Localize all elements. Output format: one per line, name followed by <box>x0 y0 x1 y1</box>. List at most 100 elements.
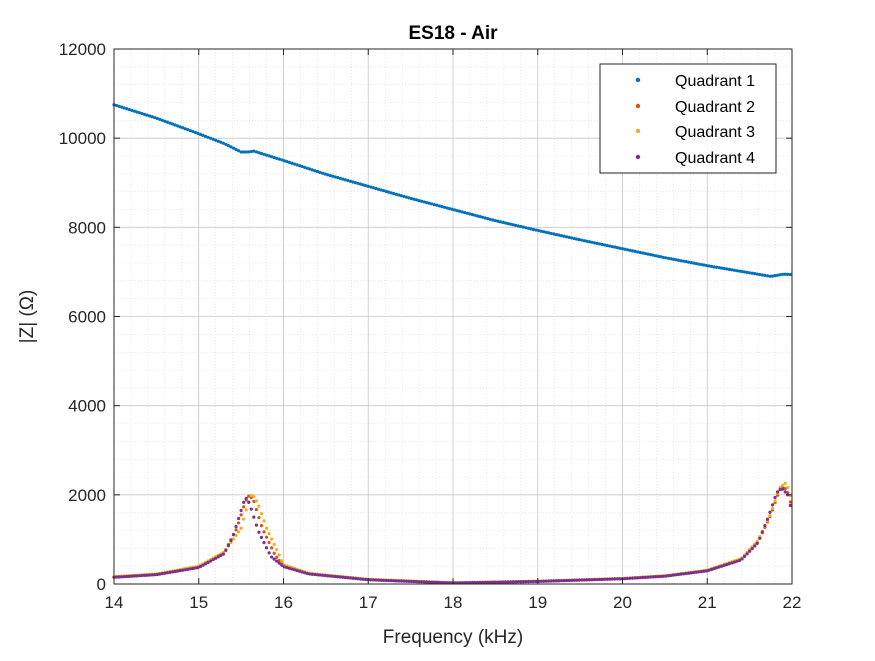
data-point <box>748 271 752 275</box>
data-point <box>155 572 159 577</box>
data-point <box>267 532 271 536</box>
data-point <box>603 577 607 581</box>
data-point <box>356 577 360 581</box>
data-point <box>114 575 119 579</box>
data-point <box>727 562 731 566</box>
data-point <box>770 274 775 278</box>
data-point <box>557 579 561 583</box>
data-point <box>537 229 541 233</box>
data-point <box>580 578 584 582</box>
data-point <box>600 242 604 247</box>
data-point <box>160 572 164 576</box>
data-point <box>125 107 129 111</box>
data-point <box>221 552 225 556</box>
data-point <box>679 572 683 576</box>
data-point <box>712 567 716 571</box>
data-point <box>376 578 381 582</box>
data-point <box>595 241 599 245</box>
data-point <box>351 180 355 184</box>
data-point <box>249 507 253 511</box>
data-point <box>697 262 701 266</box>
data-point <box>259 535 264 540</box>
data-point <box>501 580 505 584</box>
data-point <box>196 566 200 570</box>
data-point <box>394 579 398 583</box>
data-point <box>742 270 747 274</box>
data-point <box>364 183 368 188</box>
data-point <box>758 536 762 540</box>
data-point <box>765 274 770 278</box>
data-point <box>717 266 721 270</box>
data-point <box>366 184 370 188</box>
data-point <box>226 543 231 548</box>
data-point <box>470 581 475 585</box>
data-point <box>175 569 180 573</box>
data-point <box>359 577 363 581</box>
data-point <box>147 573 152 577</box>
data-point <box>257 504 261 508</box>
data-point <box>694 261 698 266</box>
data-point <box>188 567 192 571</box>
data-point <box>475 580 480 585</box>
data-point <box>704 263 709 268</box>
data-point <box>603 243 607 247</box>
data-point <box>422 580 426 584</box>
data-point <box>280 563 284 567</box>
legend-marker-quadrant-2 <box>635 103 641 109</box>
data-point <box>587 578 592 582</box>
data-point <box>659 574 663 579</box>
data-point <box>348 576 353 580</box>
data-point <box>521 225 525 229</box>
data-point <box>463 211 467 215</box>
data-point <box>376 187 381 191</box>
data-point <box>714 265 719 269</box>
data-point <box>310 572 314 576</box>
data-point <box>514 580 518 584</box>
data-point <box>529 227 533 231</box>
data-point <box>526 579 531 584</box>
data-point <box>503 221 508 225</box>
data-point <box>295 568 299 573</box>
legend-marker-quadrant-4 <box>635 154 641 160</box>
data-point <box>745 552 749 556</box>
data-point <box>582 239 586 243</box>
data-point <box>470 213 475 217</box>
data-point <box>661 574 665 578</box>
data-point <box>252 149 256 153</box>
data-point <box>346 178 350 183</box>
data-point <box>496 219 500 223</box>
data-point <box>503 580 508 584</box>
data-point <box>707 568 711 572</box>
legend-entry-quadrant-3: Quadrant 3 <box>675 124 755 141</box>
data-point <box>646 575 650 579</box>
data-point <box>125 574 129 579</box>
data-point <box>720 564 724 568</box>
data-point <box>262 530 266 534</box>
data-point <box>486 217 490 221</box>
data-point <box>356 181 360 186</box>
data-point <box>216 139 220 143</box>
data-point <box>638 250 642 255</box>
data-point <box>412 579 416 584</box>
data-point <box>247 494 251 498</box>
data-point <box>643 575 647 579</box>
data-point <box>427 580 431 584</box>
data-point <box>651 575 655 579</box>
data-point <box>511 580 515 584</box>
data-point <box>633 249 637 254</box>
data-point <box>130 574 134 578</box>
data-point <box>381 189 386 193</box>
data-point <box>582 578 586 582</box>
data-point <box>778 273 782 277</box>
data-point <box>714 566 719 570</box>
data-point <box>168 121 172 125</box>
data-point <box>267 154 271 158</box>
data-point <box>440 205 444 209</box>
data-point <box>722 563 726 567</box>
data-point <box>209 559 213 563</box>
data-point <box>592 578 597 582</box>
data-point <box>135 110 139 114</box>
data-point <box>389 191 393 195</box>
data-point <box>242 505 246 509</box>
data-point <box>486 580 490 584</box>
